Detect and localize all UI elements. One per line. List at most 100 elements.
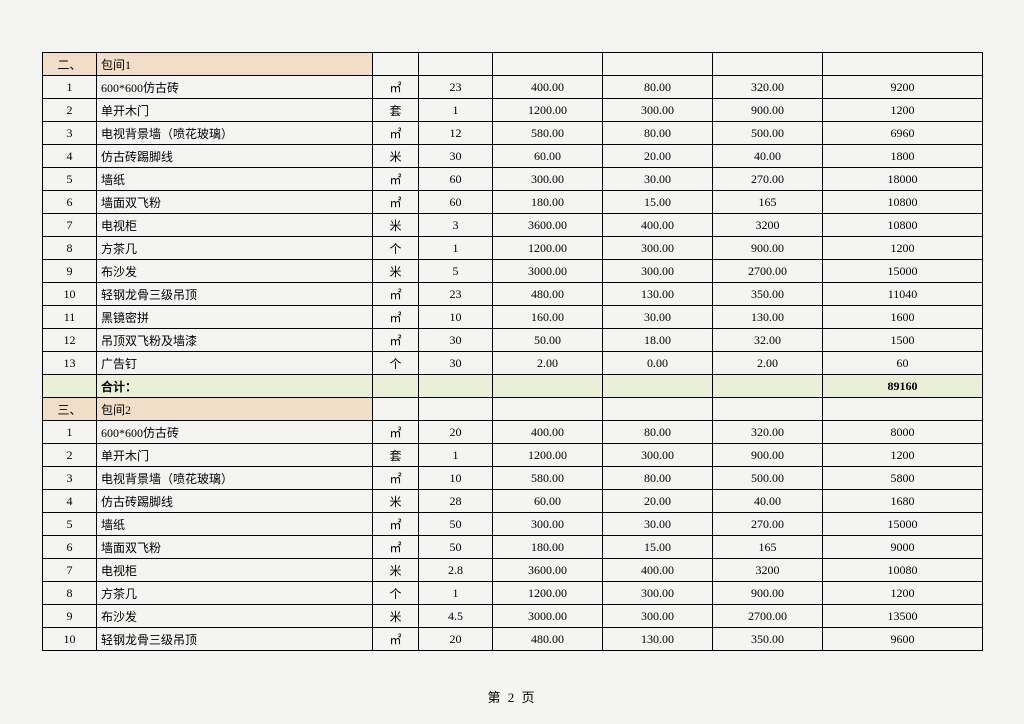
table-row: 7电视柜米33600.00400.00320010800 (43, 214, 983, 237)
table-row: 8方茶几个11200.00300.00900.001200 (43, 237, 983, 260)
cell (713, 398, 823, 421)
cell: 2.00 (713, 352, 823, 375)
cell: 电视背景墙（喷花玻璃） (97, 122, 373, 145)
cell: 300.00 (603, 260, 713, 283)
cell: 1200 (823, 444, 983, 467)
cell: 160.00 (493, 306, 603, 329)
table-row: 6墙面双飞粉㎡60180.0015.0016510800 (43, 191, 983, 214)
table-row: 13广告钉个302.000.002.0060 (43, 352, 983, 375)
cell (493, 398, 603, 421)
cell: 50 (419, 536, 493, 559)
cell: 270.00 (713, 168, 823, 191)
cell: 9000 (823, 536, 983, 559)
cell: 300.00 (603, 444, 713, 467)
cell: 9 (43, 605, 97, 628)
table-row: 6墙面双飞粉㎡50180.0015.001659000 (43, 536, 983, 559)
cell: 400.00 (603, 214, 713, 237)
cell: 黑镜密拼 (97, 306, 373, 329)
cell: 套 (373, 444, 419, 467)
cell (823, 398, 983, 421)
budget-table: 二、包间11600*600仿古砖㎡23400.0080.00320.009200… (42, 52, 983, 651)
table-row: 3电视背景墙（喷花玻璃）㎡12580.0080.00500.006960 (43, 122, 983, 145)
cell: 1200 (823, 237, 983, 260)
cell: 580.00 (493, 467, 603, 490)
cell: ㎡ (373, 513, 419, 536)
cell: 300.00 (603, 99, 713, 122)
cell: 30.00 (603, 168, 713, 191)
cell: ㎡ (373, 122, 419, 145)
cell: 2.00 (493, 352, 603, 375)
cell: 30.00 (603, 513, 713, 536)
section-header-row: 三、包间2 (43, 398, 983, 421)
cell: 2700.00 (713, 260, 823, 283)
cell: ㎡ (373, 76, 419, 99)
cell: 单开木门 (97, 444, 373, 467)
cell: 6960 (823, 122, 983, 145)
cell: 8 (43, 582, 97, 605)
cell: 1 (419, 237, 493, 260)
cell: 60 (823, 352, 983, 375)
cell: 15000 (823, 260, 983, 283)
cell: 130.00 (713, 306, 823, 329)
cell: 10 (43, 283, 97, 306)
cell: 1 (419, 582, 493, 605)
cell: 7 (43, 214, 97, 237)
cell: 300.00 (493, 513, 603, 536)
cell: 400.00 (603, 559, 713, 582)
cell: 12 (419, 122, 493, 145)
cell: 合计： (97, 375, 373, 398)
cell: 60 (419, 168, 493, 191)
cell: 10800 (823, 214, 983, 237)
cell: 180.00 (493, 191, 603, 214)
cell: 6 (43, 536, 97, 559)
cell: 5 (43, 513, 97, 536)
cell: 20.00 (603, 490, 713, 513)
cell (373, 398, 419, 421)
cell: 1 (43, 421, 97, 444)
table-row: 9布沙发米53000.00300.002700.0015000 (43, 260, 983, 283)
cell: 900.00 (713, 582, 823, 605)
cell: 23 (419, 283, 493, 306)
cell: 个 (373, 237, 419, 260)
cell: 8 (43, 237, 97, 260)
table-row: 12吊顶双飞粉及墙漆㎡3050.0018.0032.001500 (43, 329, 983, 352)
cell: 6 (43, 191, 97, 214)
cell: 3200 (713, 214, 823, 237)
cell: ㎡ (373, 306, 419, 329)
cell: 500.00 (713, 122, 823, 145)
cell: 1200 (823, 99, 983, 122)
cell: 1800 (823, 145, 983, 168)
cell: 1 (43, 76, 97, 99)
cell: 1500 (823, 329, 983, 352)
cell: 广告钉 (97, 352, 373, 375)
cell: 10 (419, 467, 493, 490)
cell: 40.00 (713, 145, 823, 168)
cell: 9600 (823, 628, 983, 651)
cell: ㎡ (373, 283, 419, 306)
subtotal-row: 合计：89160 (43, 375, 983, 398)
cell: 20 (419, 421, 493, 444)
cell (43, 375, 97, 398)
cell: 吊顶双飞粉及墙漆 (97, 329, 373, 352)
cell: 5 (419, 260, 493, 283)
cell: 270.00 (713, 513, 823, 536)
table-row: 5墙纸㎡50300.0030.00270.0015000 (43, 513, 983, 536)
cell: 3000.00 (493, 605, 603, 628)
table-row: 3电视背景墙（喷花玻璃）㎡10580.0080.00500.005800 (43, 467, 983, 490)
cell: 80.00 (603, 122, 713, 145)
cell: 30.00 (603, 306, 713, 329)
cell: 米 (373, 214, 419, 237)
cell: 4.5 (419, 605, 493, 628)
cell: 轻钢龙骨三级吊顶 (97, 283, 373, 306)
table-row: 9布沙发米4.53000.00300.002700.0013500 (43, 605, 983, 628)
cell: 2700.00 (713, 605, 823, 628)
cell: 电视柜 (97, 214, 373, 237)
cell: 350.00 (713, 628, 823, 651)
cell: 400.00 (493, 421, 603, 444)
cell: 1200.00 (493, 99, 603, 122)
cell: 15000 (823, 513, 983, 536)
cell: 9200 (823, 76, 983, 99)
section-header-row: 二、包间1 (43, 53, 983, 76)
cell (603, 398, 713, 421)
cell: 300.00 (603, 605, 713, 628)
